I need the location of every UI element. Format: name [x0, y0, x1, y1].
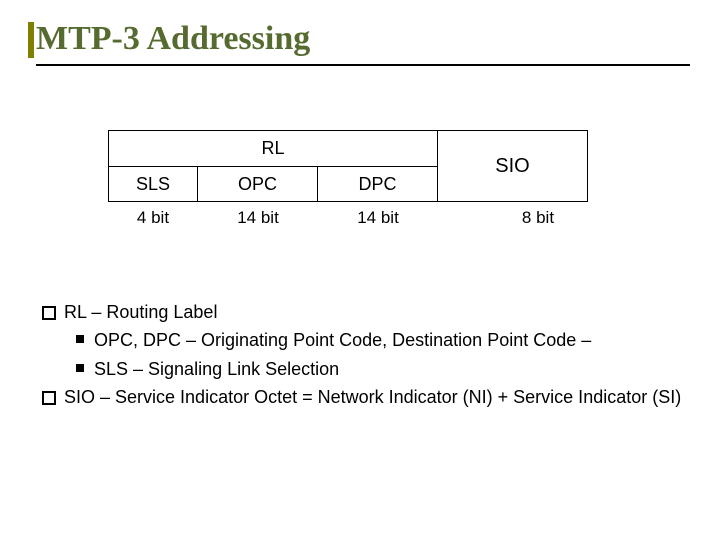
bits-sio: 8 bit [438, 208, 588, 228]
bullet-sls: SLS – Signaling Link Selection [36, 357, 690, 381]
bullet-opc-dpc: OPC, DPC – Originating Point Code, Desti… [36, 328, 690, 352]
bits-dpc: 14 bit [318, 208, 438, 228]
bullet-sio: SIO – Service Indicator Octet = Network … [36, 385, 690, 409]
title-divider [36, 64, 690, 66]
title-accent-bar [28, 22, 34, 58]
cell-dpc: DPC [318, 166, 438, 202]
mtp3-label-diagram: RL SLS OPC DPC SIO 4 bit 14 bit 14 bit 8… [108, 130, 628, 234]
bullet-rl: RL – Routing Label [36, 300, 690, 324]
bits-opc: 14 bit [198, 208, 318, 228]
bits-sls: 4 bit [108, 208, 198, 228]
cell-opc: OPC [198, 166, 318, 202]
slide: MTP-3 Addressing RL SLS OPC DPC SIO 4 bi… [0, 0, 720, 540]
cell-sio: SIO [438, 130, 588, 202]
page-title: MTP-3 Addressing [36, 20, 690, 58]
field-bit-widths: 4 bit 14 bit 14 bit 8 bit [108, 208, 628, 234]
field-boxes: RL SLS OPC DPC SIO [108, 130, 628, 202]
cell-rl-header: RL [108, 130, 438, 166]
cell-sls: SLS [108, 166, 198, 202]
bullet-content: RL – Routing Label OPC, DPC – Originatin… [36, 300, 690, 413]
